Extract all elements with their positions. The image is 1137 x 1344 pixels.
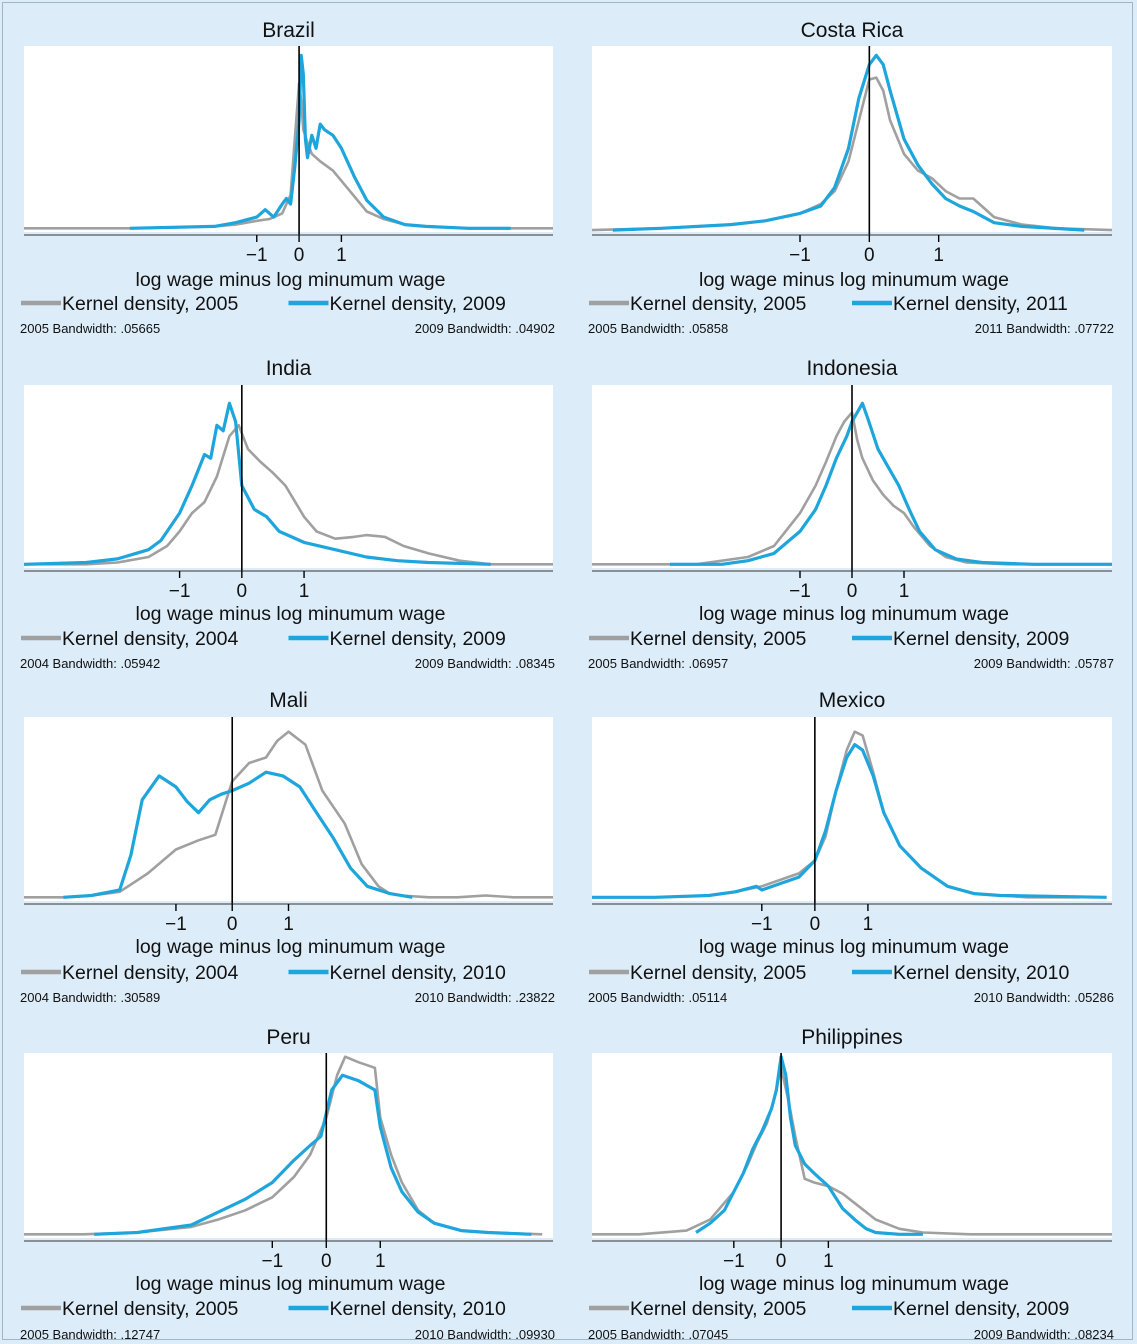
x-tick-label: 0	[294, 245, 305, 266]
x-tick-label: 1	[283, 914, 294, 935]
legend-label: Kernel density, 2010	[893, 962, 1069, 984]
series-line-blue	[612, 53, 1085, 232]
plot-area	[592, 717, 1112, 901]
x-tick-label: 1	[933, 245, 944, 266]
x-axis-label: log wage minus log minumum wage	[136, 269, 446, 291]
plot-area	[24, 1053, 553, 1238]
bandwidth-note: 2005 Bandwidth: .05114	[588, 990, 727, 1005]
legend-label: Kernel density, 2005	[630, 628, 806, 650]
chart-title: Mali	[269, 689, 308, 712]
series-line-gray	[24, 730, 553, 899]
x-tick-label: 0	[321, 1251, 332, 1272]
bandwidth-note: 2005 Bandwidth: .07045	[588, 1327, 728, 1342]
x-tick-label: 1	[863, 914, 874, 935]
bandwidth-note: 2011 Bandwidth: .07722	[975, 321, 1114, 336]
series-line-blue	[592, 742, 1107, 899]
bandwidth-note: 2005 Bandwidth: .05665	[20, 321, 160, 336]
legend-label: Kernel density, 2004	[62, 962, 238, 984]
legend-label: Kernel density, 2010	[330, 1298, 506, 1320]
x-tick-label: 1	[299, 581, 310, 602]
bandwidth-note: 2004 Bandwidth: .30589	[20, 990, 160, 1005]
series-line-blue	[63, 770, 413, 899]
bandwidth-note: 2009 Bandwidth: .05787	[974, 656, 1114, 671]
bandwidth-note: 2009 Bandwidth: .04902	[415, 321, 555, 336]
chart-title: India	[266, 357, 312, 380]
bandwidth-note: 2005 Bandwidth: .05858	[588, 321, 728, 336]
chart-title: Mexico	[819, 689, 886, 712]
x-tick-label: 0	[237, 581, 248, 602]
series-line-blue	[670, 401, 1112, 566]
bandwidth-note: 2005 Bandwidth: .12747	[20, 1327, 160, 1342]
x-tick-label: 1	[823, 1251, 834, 1272]
x-tick-label: −1	[789, 245, 811, 266]
legend-label: Kernel density, 2009	[893, 628, 1069, 650]
x-axis-label: log wage minus log minumum wage	[136, 603, 446, 625]
x-tick-label: −1	[751, 914, 773, 935]
chart-title: Indonesia	[806, 357, 897, 380]
chart-title: Brazil	[262, 19, 315, 42]
legend-label: Kernel density, 2005	[630, 962, 806, 984]
legend-label: Kernel density, 2009	[330, 628, 506, 650]
x-axis-label: log wage minus log minumum wage	[699, 1273, 1009, 1295]
plot-area	[24, 717, 553, 901]
series-line-blue	[23, 401, 491, 566]
x-tick-label: 0	[847, 581, 858, 602]
x-axis-label: log wage minus log minumum wage	[136, 1273, 446, 1295]
panel-costa-rica: Costa Rica −1 0 1 log wage minus log minumum…	[588, 19, 1114, 336]
legend-label: Kernel density, 2004	[62, 628, 238, 650]
x-tick-label: 1	[336, 245, 347, 266]
plot-area	[592, 1053, 1112, 1238]
x-tick-label: 0	[776, 1251, 787, 1272]
legend-label: Kernel density, 2009	[330, 293, 506, 315]
legend-label: Kernel density, 2009	[893, 1298, 1069, 1320]
x-tick-label: −1	[169, 581, 191, 602]
bandwidth-note: 2004 Bandwidth: .05942	[20, 656, 160, 671]
x-tick-label: 1	[375, 1251, 386, 1272]
x-tick-label: −1	[789, 581, 811, 602]
x-axis-label: log wage minus log minumum wage	[699, 936, 1009, 958]
plot-area	[24, 46, 553, 232]
series-line-blue	[129, 53, 511, 230]
bandwidth-note: 2010 Bandwidth: .05286	[974, 990, 1114, 1005]
bandwidth-note: 2009 Bandwidth: .08345	[415, 656, 555, 671]
x-tick-label: −1	[165, 914, 187, 935]
panel-brazil: Brazil −1 0 1 log wage minus log minumum wag…	[20, 19, 555, 336]
x-axis-label: log wage minus log minumum wage	[699, 603, 1009, 625]
plot-area	[24, 385, 553, 568]
series-line-blue	[695, 1055, 923, 1236]
legend-label: Kernel density, 2005	[630, 1298, 806, 1320]
x-tick-label: −1	[261, 1251, 283, 1272]
chart-title: Philippines	[801, 1026, 903, 1049]
x-tick-label: 0	[810, 914, 821, 935]
bandwidth-note: 2010 Bandwidth: .09930	[415, 1327, 555, 1342]
chart-title: Peru	[266, 1026, 310, 1049]
bandwidth-note: 2009 Bandwidth: .08234	[974, 1327, 1114, 1342]
legend-label: Kernel density, 2005	[62, 1298, 238, 1320]
series-line-gray	[24, 423, 553, 566]
legend-label: Kernel density, 2010	[330, 962, 506, 984]
x-tick-label: −1	[246, 245, 268, 266]
bandwidth-note: 2010 Bandwidth: .23822	[415, 990, 555, 1005]
x-tick-label: 1	[899, 581, 910, 602]
x-tick-label: 0	[864, 245, 875, 266]
x-axis-label: log wage minus log minumum wage	[699, 269, 1009, 291]
series-line-blue	[94, 1073, 532, 1236]
legend-label: Kernel density, 2005	[630, 293, 806, 315]
legend-label: Kernel density, 2005	[62, 293, 238, 315]
bandwidth-note: 2005 Bandwidth: .06957	[588, 656, 728, 671]
legend-label: Kernel density, 2011	[893, 293, 1068, 315]
x-tick-label: −1	[723, 1251, 745, 1272]
chart-title: Costa Rica	[801, 19, 904, 42]
x-tick-label: 0	[227, 914, 238, 935]
x-axis-label: log wage minus log minumum wage	[136, 936, 446, 958]
